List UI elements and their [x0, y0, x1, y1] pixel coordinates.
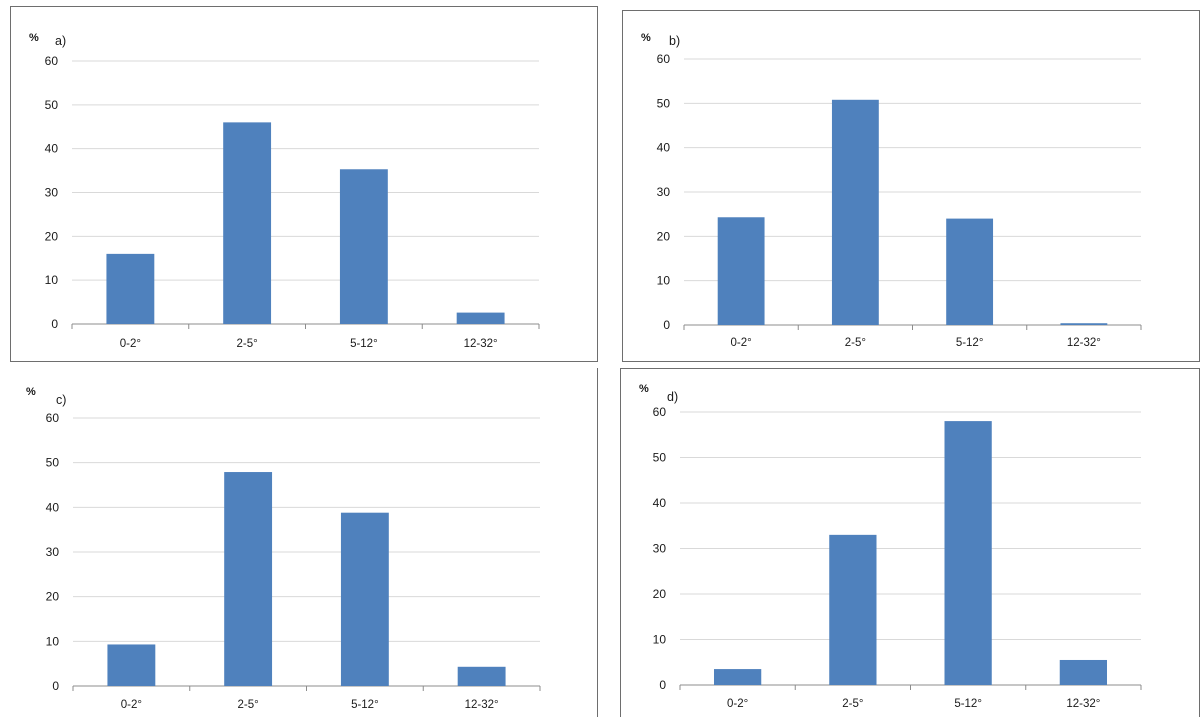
chart-b-bar — [946, 218, 994, 325]
chart-c: 0 10 20 30 40 50 60 0-2° 2-5° 5-12° 12-32°% c) — [26, 386, 541, 711]
chart-a-bar — [339, 169, 388, 324]
chart-a-panel-label: a) — [55, 34, 66, 48]
chart-c-ytick-label: 20 — [46, 590, 60, 604]
chart-c-ytick-label: 50 — [46, 456, 60, 470]
chart-c-bar — [457, 666, 506, 686]
chart-b-ytick-label: 10 — [657, 274, 671, 288]
chart-c-panel-label: c) — [56, 393, 66, 407]
chart-d: 0 10 20 30 40 50 60 0-2° 2-5° 5-12° 12-32°% d) — [639, 383, 1142, 710]
chart-a-ytick-label: 40 — [45, 142, 59, 156]
chart-a-bar — [106, 253, 155, 324]
chart-b-category-label: 0-2° — [731, 337, 752, 349]
chart-c-ytick-label: 40 — [46, 500, 60, 514]
chart-d-bar — [829, 534, 877, 685]
chart-b-ytick-label: 0 — [663, 318, 670, 332]
chart-a-category-label: 5-12° — [350, 338, 378, 350]
chart-d-bar — [1059, 659, 1108, 685]
chart-c-y-unit-label: % — [26, 386, 36, 398]
chart-d-ytick-label: 20 — [653, 587, 667, 601]
chart-a-bar — [456, 312, 505, 324]
chart-d-y-unit-label: % — [639, 383, 649, 395]
chart-b-bar — [1060, 323, 1108, 325]
chart-b-y-unit-label: % — [641, 32, 651, 44]
chart-d-ytick-label: 0 — [659, 678, 666, 692]
chart-a: 0 10 20 30 40 50 60 0-2° 2-5° 5-12° 12-32°% a) — [29, 32, 540, 350]
chart-b: 0 10 20 30 40 50 60 0-2° 2-5° 5-12° 12-32°% b) — [641, 32, 1142, 349]
chart-a-y-unit-label: % — [29, 32, 39, 44]
chart-b-bar — [831, 99, 879, 325]
chart-d-category-label: 12-32° — [1066, 698, 1100, 710]
chart-b-panel-label: b) — [669, 34, 680, 48]
chart-c-bar — [224, 472, 273, 686]
chart-c-bar — [107, 644, 156, 686]
chart-panel-d: 0 10 20 30 40 50 60 0-2° 2-5° 5-12° 12-32°% d) — [620, 368, 1200, 717]
chart-b-ytick-label: 40 — [657, 141, 671, 155]
chart-a-ytick-label: 30 — [45, 186, 59, 200]
chart-d-ytick-label: 50 — [653, 451, 667, 465]
chart-a-category-label: 0-2° — [120, 338, 141, 350]
chart-a-category-label: 2-5° — [237, 338, 258, 350]
chart-d-bar — [713, 669, 762, 685]
chart-a-ytick-label: 0 — [51, 317, 58, 331]
chart-c-category-label: 0-2° — [121, 699, 142, 711]
chart-d-category-label: 5-12° — [954, 698, 982, 710]
chart-d-category-label: 2-5° — [842, 698, 863, 710]
chart-d-ytick-label: 40 — [653, 496, 667, 510]
chart-b-category-label: 2-5° — [845, 337, 866, 349]
chart-d-ytick-label: 30 — [653, 542, 667, 556]
chart-b-ytick-label: 20 — [657, 229, 671, 243]
chart-c-bar — [340, 512, 389, 686]
chart-a-ytick-label: 10 — [45, 273, 59, 287]
chart-c-category-label: 12-32° — [465, 699, 499, 711]
chart-b-category-label: 5-12° — [956, 337, 984, 349]
chart-a-ytick-label: 60 — [45, 54, 59, 68]
chart-d-panel-label: d) — [667, 390, 678, 404]
chart-c-category-label: 5-12° — [351, 699, 379, 711]
chart-c-category-label: 2-5° — [238, 699, 259, 711]
chart-b-ytick-label: 50 — [657, 96, 671, 110]
chart-c-ytick-label: 60 — [46, 411, 60, 425]
chart-a-ytick-label: 50 — [45, 98, 59, 112]
chart-a-ytick-label: 20 — [45, 229, 59, 243]
chart-a-category-label: 12-32° — [464, 338, 498, 350]
chart-a-bar — [223, 122, 272, 324]
chart-c-ytick-label: 30 — [46, 545, 60, 559]
chart-b-bar — [717, 217, 765, 325]
chart-d-ytick-label: 60 — [653, 405, 667, 419]
chart-c-ytick-label: 10 — [46, 634, 60, 648]
chart-d-bar — [944, 421, 992, 685]
chart-panel-b: 0 10 20 30 40 50 60 0-2° 2-5° 5-12° 12-32°% b) — [622, 10, 1200, 362]
chart-d-ytick-label: 10 — [653, 633, 667, 647]
chart-b-ytick-label: 60 — [657, 52, 671, 66]
chart-panel-a: 0 10 20 30 40 50 60 0-2° 2-5° 5-12° 12-32°% a) — [10, 6, 598, 362]
chart-b-ytick-label: 30 — [657, 185, 671, 199]
chart-c-ytick-label: 0 — [52, 679, 59, 693]
chart-b-category-label: 12-32° — [1067, 337, 1101, 349]
chart-panel-c: 0 10 20 30 40 50 60 0-2° 2-5° 5-12° 12-32°% c) — [0, 368, 598, 717]
chart-d-category-label: 0-2° — [727, 698, 748, 710]
